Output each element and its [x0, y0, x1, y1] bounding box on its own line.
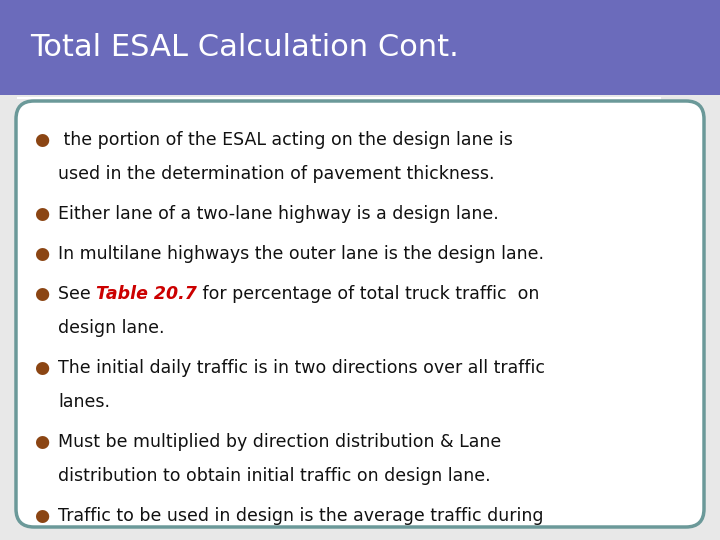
Text: the portion of the ESAL acting on the design lane is: the portion of the ESAL acting on the de…	[58, 131, 513, 149]
Text: Either lane of a two-lane highway is a design lane.: Either lane of a two-lane highway is a d…	[58, 205, 499, 223]
Text: The initial daily traffic is in two directions over all traffic: The initial daily traffic is in two dire…	[58, 359, 545, 377]
FancyBboxPatch shape	[16, 101, 704, 527]
Text: Must be multiplied by direction distribution & Lane: Must be multiplied by direction distribu…	[58, 433, 501, 451]
Text: lanes.: lanes.	[58, 393, 110, 411]
Text: used in the determination of pavement thickness.: used in the determination of pavement th…	[58, 165, 495, 183]
Text: Table 20.7: Table 20.7	[96, 285, 197, 303]
Text: ●: ●	[35, 507, 50, 525]
Text: for percentage of total truck traffic  on: for percentage of total truck traffic on	[197, 285, 539, 303]
Bar	[0, 0, 720, 95]
Text: ●: ●	[35, 245, 50, 263]
Text: Traffic to be used in design is the average traffic during: Traffic to be used in design is the aver…	[58, 507, 544, 525]
Text: In multilane highways the outer lane is the design lane.: In multilane highways the outer lane is …	[58, 245, 544, 263]
Text: ●: ●	[35, 131, 50, 149]
Text: design lane.: design lane.	[58, 319, 164, 337]
Text: ●: ●	[35, 285, 50, 303]
Text: ●: ●	[35, 205, 50, 223]
Text: Total ESAL Calculation Cont.: Total ESAL Calculation Cont.	[30, 33, 459, 62]
Text: ●: ●	[35, 359, 50, 377]
Text: distribution to obtain initial traffic on design lane.: distribution to obtain initial traffic o…	[58, 467, 490, 485]
Text: See: See	[58, 285, 96, 303]
Text: ●: ●	[35, 433, 50, 451]
